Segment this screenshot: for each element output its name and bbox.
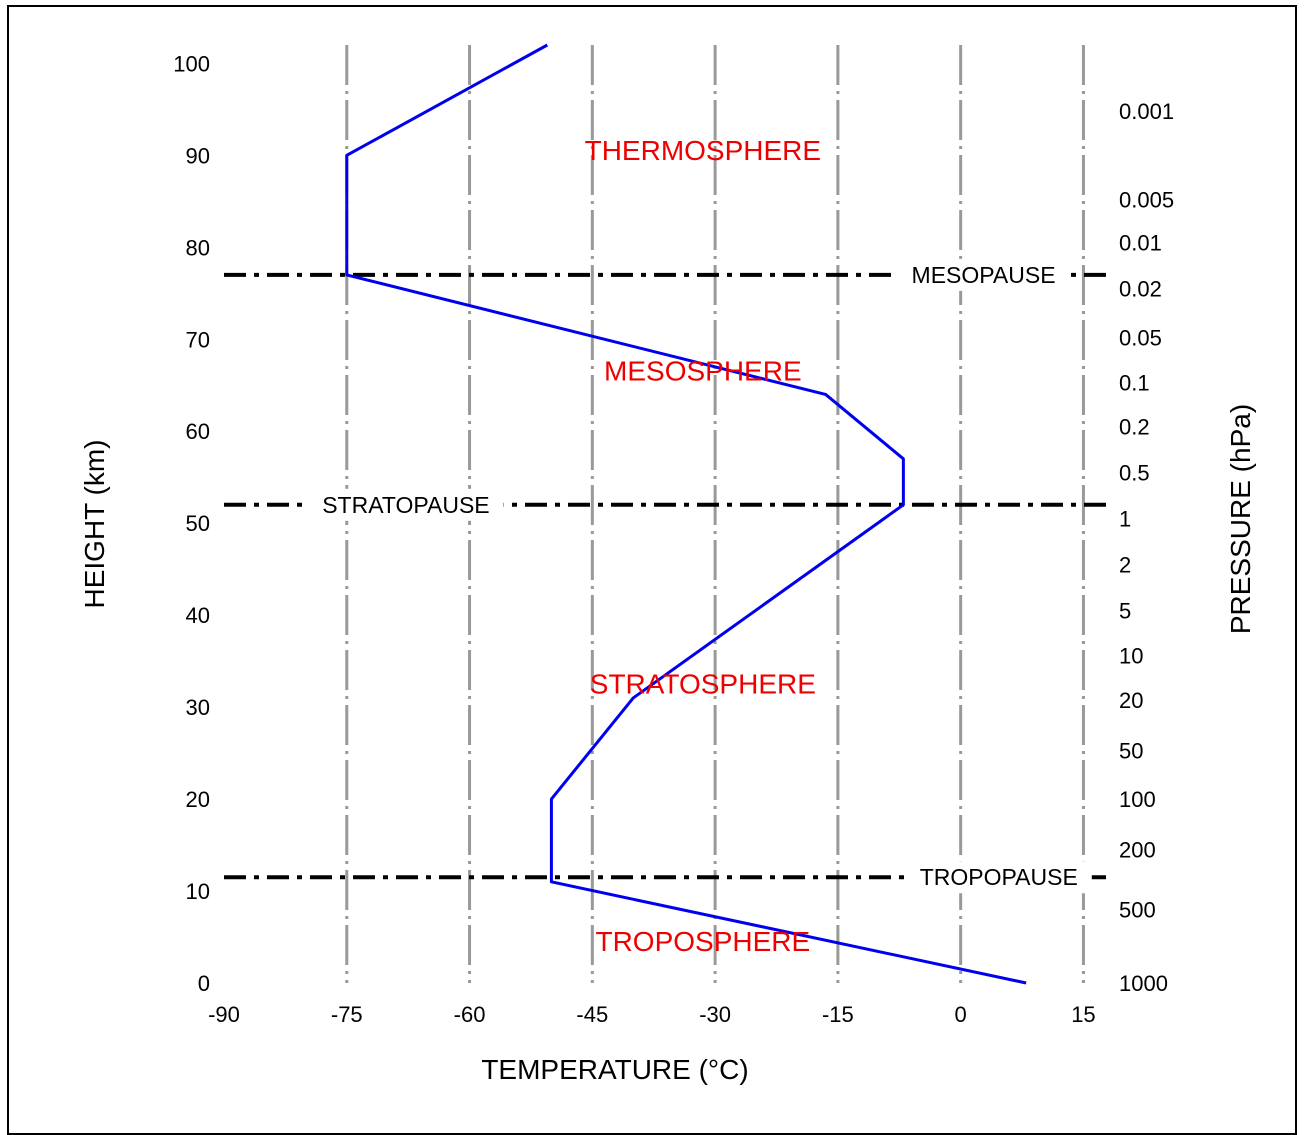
layer-label: MESOSPHERE [604,356,802,387]
y-tick-label: 100 [173,51,210,76]
pressure-tick-label: 0.001 [1119,99,1174,124]
x-tick-label: -90 [208,1002,240,1027]
y-axis-title: HEIGHT (km) [79,439,110,608]
y-tick-label: 70 [186,327,210,352]
x-tick-label: 0 [955,1002,967,1027]
boundary-label: MESOPAUSE [912,262,1056,288]
pressure-tick-labels: 1000 500 200 100 50 20 10 5 2 1 0.5 0.2 0.1 0.05 0.02 0… [1119,99,1174,996]
x-tick-label: -15 [822,1002,854,1027]
pressure-tick-label: 10 [1119,644,1143,669]
layer-label: THERMOSPHERE [585,135,821,166]
y-tick-label: 50 [186,511,210,536]
pressure-tick-label: 200 [1119,838,1156,863]
boundary-lines: TROPOPAUSE STRATOPAUSE MESOPAUSE [224,258,1108,894]
x-tick-label: -45 [576,1002,608,1027]
pressure-tick-label: 20 [1119,688,1143,713]
y-tick-label: 80 [186,235,210,260]
pressure-tick-label: 0.5 [1119,461,1150,486]
y-tick-labels: 0 10 20 30 40 50 60 70 80 90 100 [173,51,210,996]
layer-labels: TROPOSPHERE STRATOSPHERE MESOSPHERE THERMOS… [585,135,821,957]
pressure-tick-label: 2 [1119,553,1131,578]
y-tick-label: 40 [186,603,210,628]
pressure-tick-label: 0.02 [1119,277,1162,302]
pressure-tick-label: 0.2 [1119,415,1150,440]
boundary-label-bg [308,488,504,521]
pressure-tick-label: 100 [1119,787,1156,812]
y-tick-label: 30 [186,695,210,720]
y2-axis-title: PRESSURE (hPa) [1225,404,1256,634]
boundary-label-bg [905,861,1092,894]
boundary-label: TROPOPAUSE [920,864,1078,890]
pressure-tick-label: 1 [1119,507,1131,532]
y-tick-label: 20 [186,787,210,812]
boundary-label-bg [897,258,1070,291]
x-tick-labels: -90 -75 -60 -45 -30 -15 0 15 [208,1002,1096,1027]
boundary-label: STRATOPAUSE [322,492,489,518]
pressure-tick-label: 0.1 [1119,370,1150,395]
layer-label: TROPOSPHERE [595,926,810,957]
x-tick-label: -60 [454,1002,486,1027]
y-tick-label: 10 [186,879,210,904]
pressure-tick-label: 0.01 [1119,231,1162,256]
pressure-tick-label: 500 [1119,897,1156,922]
x-tick-label: -30 [699,1002,731,1027]
y-tick-label: 90 [186,143,210,168]
x-tick-label: -75 [331,1002,363,1027]
pressure-tick-label: 50 [1119,738,1143,763]
gridlines [345,45,1085,983]
y-tick-label: 60 [186,419,210,444]
x-axis-title: TEMPERATURE (°C) [481,1054,748,1085]
pressure-tick-label: 0.005 [1119,187,1174,212]
temperature-line [345,43,1027,985]
pressure-tick-label: 0.05 [1119,325,1162,350]
series-lines [345,43,1027,985]
pressure-tick-label: 1000 [1119,971,1168,996]
layer-label: STRATOSPHERE [590,668,816,699]
x-tick-label: 15 [1071,1002,1095,1027]
y-tick-label: 0 [198,971,210,996]
pressure-tick-label: 5 [1119,599,1131,624]
